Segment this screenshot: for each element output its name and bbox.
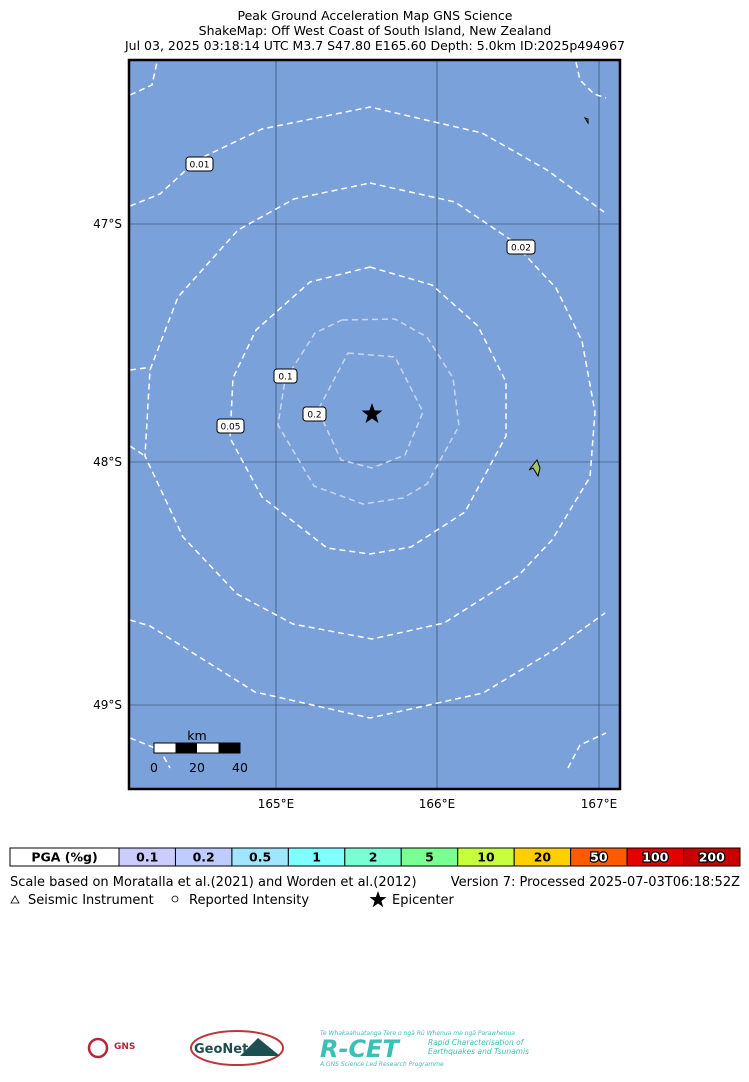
scale-level: 2 bbox=[369, 850, 378, 865]
lat-label: 47°S bbox=[93, 217, 122, 231]
logo-text: GNS bbox=[114, 1042, 135, 1052]
instrument-icon bbox=[10, 895, 20, 904]
island bbox=[528, 459, 541, 478]
logo-text: Te Whakaahuatanga Tere o ngā Rū Whenua m… bbox=[320, 1030, 515, 1037]
logo-text: Rapid Characterisation of bbox=[428, 1038, 525, 1047]
scale-label: PGA (%g) bbox=[31, 850, 97, 865]
contour bbox=[129, 612, 606, 719]
contour bbox=[144, 182, 596, 640]
island bbox=[583, 117, 589, 125]
contour bbox=[129, 367, 151, 371]
contour-label: 0.2 bbox=[307, 411, 321, 421]
epicenter-icon bbox=[369, 891, 387, 908]
scale-unit: km bbox=[187, 728, 206, 743]
pga-scale: PGA (%g) 0.1 0.2 0.5 1 2 5 10 20 50 100 200 bbox=[9, 847, 741, 867]
scale-tick: 0 bbox=[150, 760, 158, 775]
scale-level: 200 bbox=[699, 850, 725, 865]
scale-level: 1 bbox=[312, 850, 321, 865]
map: 0.01 0.02 0.05 0.1 0.2 km 0 20 40 47°S bbox=[93, 58, 622, 811]
contour bbox=[129, 445, 146, 457]
title-line: Jul 03, 2025 03:18:14 UTC M3.7 S47.80 E1… bbox=[124, 38, 625, 53]
logo-text: GeoNet bbox=[194, 1042, 248, 1057]
contour bbox=[575, 61, 607, 99]
scale-level: 0.2 bbox=[193, 850, 215, 865]
scale-cell bbox=[683, 847, 741, 867]
scale-level: 0.1 bbox=[136, 850, 158, 865]
scale-level: 10 bbox=[477, 850, 495, 865]
sea bbox=[129, 60, 620, 789]
contour-labels: 0.01 0.02 0.05 0.1 0.2 bbox=[185, 156, 536, 434]
scale-tick: 20 bbox=[189, 760, 205, 775]
label-box bbox=[273, 368, 298, 384]
contour bbox=[277, 318, 460, 505]
scale-level: 20 bbox=[534, 850, 552, 865]
label-box bbox=[302, 406, 327, 422]
geonet-ring bbox=[190, 1030, 284, 1066]
footer-note: Scale based on Moratalla et al.(2021) an… bbox=[10, 875, 417, 890]
label-box bbox=[185, 156, 214, 172]
lat-label: 49°S bbox=[93, 698, 122, 712]
scale-bar: km 0 20 40 bbox=[150, 728, 248, 775]
lon-label: 166°E bbox=[419, 797, 456, 811]
contour bbox=[129, 106, 605, 213]
contours bbox=[129, 61, 607, 769]
intensity-icon bbox=[171, 895, 179, 903]
map-frame bbox=[127, 58, 622, 791]
contour-label: 0.1 bbox=[278, 373, 292, 383]
gns-icon bbox=[87, 1037, 109, 1059]
contour bbox=[567, 732, 607, 769]
label-box bbox=[506, 239, 536, 255]
scale-level: 5 bbox=[425, 850, 434, 865]
scale-bar-segment bbox=[175, 743, 197, 753]
legend-item: Epicenter bbox=[392, 893, 455, 908]
legend-item: Reported Intensity bbox=[189, 893, 309, 908]
scale-level: 100 bbox=[642, 850, 668, 865]
logo-text: R-CET bbox=[320, 1035, 400, 1063]
scale-bar-segment bbox=[218, 743, 240, 753]
scale-level: 0.5 bbox=[249, 850, 271, 865]
title-line: Peak Ground Acceleration Map GNS Science bbox=[237, 8, 512, 23]
lon-label: 165°E bbox=[258, 797, 295, 811]
title-line: ShakeMap: Off West Coast of South Island… bbox=[199, 23, 552, 38]
contour-label: 0.01 bbox=[189, 161, 209, 171]
logo-text: Earthquakes and Tsunamis bbox=[428, 1047, 529, 1056]
contour bbox=[229, 266, 507, 555]
lat-label: 48°S bbox=[93, 455, 122, 469]
logos: GNS GeoNet Te Whakaahuatanga Tere o ngā … bbox=[87, 1030, 529, 1068]
scale-level: 50 bbox=[590, 850, 608, 865]
contour-label: 0.05 bbox=[220, 423, 240, 433]
graticule bbox=[129, 60, 620, 789]
lon-label: 167°E bbox=[581, 797, 618, 811]
scale-tick: 40 bbox=[232, 760, 248, 775]
label-box bbox=[216, 418, 245, 434]
legend-item: Seismic Instrument bbox=[28, 893, 154, 908]
contour-label: 0.02 bbox=[511, 244, 531, 254]
epicenter bbox=[361, 403, 383, 423]
logo-text: A GNS Science Led Research Programme bbox=[319, 1061, 444, 1068]
footer-version: Version 7: Processed 2025-07-03T06:18:52… bbox=[451, 875, 740, 890]
geonet-mountain bbox=[240, 1038, 280, 1056]
contour bbox=[317, 352, 424, 469]
contour bbox=[129, 61, 158, 96]
